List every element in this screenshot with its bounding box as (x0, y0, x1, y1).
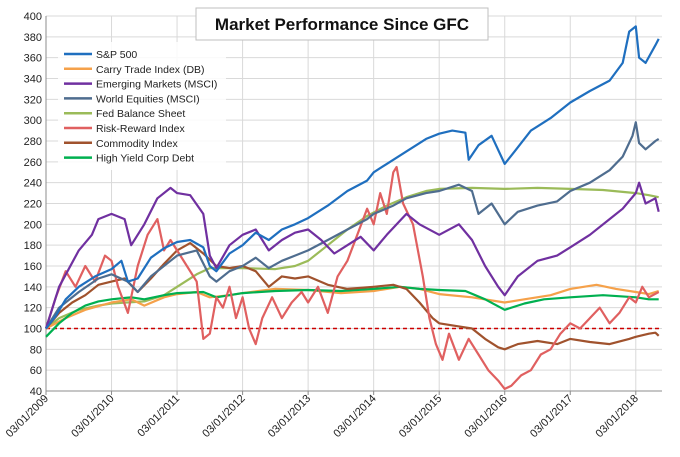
series-lines (44, 25, 660, 390)
legend-label: High Yield Corp Debt (96, 153, 194, 165)
y-tick-label: 80 (30, 344, 42, 356)
y-axis-ticks: 40 60 80 100 120 140 160 180 200 220 240 260 280 300 3… (24, 11, 42, 398)
series-line-fed-balance-sheet (45, 186, 659, 330)
legend: S&P 500 Carry Trade Index (DB) Emerging Ma… (58, 42, 226, 170)
y-tick-label: 380 (24, 32, 42, 44)
series-line-world-equities-msci (45, 121, 660, 330)
series-line-high-yield-corp-debt (45, 285, 659, 338)
y-tick-label: 220 (24, 199, 42, 211)
y-tick-label: 100 (24, 324, 42, 336)
legend-label: Emerging Markets (MSCI) (96, 79, 217, 91)
y-tick-label: 300 (24, 115, 42, 127)
y-tick-label: 160 (24, 261, 42, 273)
legend-label: Fed Balance Sheet (96, 108, 185, 120)
y-tick-label: 360 (24, 53, 42, 65)
legend-background (58, 42, 226, 170)
y-tick-label: 140 (24, 282, 42, 294)
title-box: Market Performance Since GFC (195, 7, 489, 41)
series-line-emerging-markets-msci (44, 181, 660, 329)
series-line-risk-reward-index (44, 165, 660, 390)
y-tick-label: 280 (24, 136, 42, 148)
y-tick-label: 180 (24, 240, 42, 252)
legend-label: Carry Trade Index (DB) (96, 64, 205, 76)
y-tick-label: 120 (24, 303, 42, 315)
y-tick-label: 240 (24, 178, 42, 190)
series-line-s-p-500 (45, 25, 660, 330)
legend-label: Risk-Reward Index (96, 123, 185, 135)
legend-label: Commodity Index (96, 138, 178, 150)
y-tick-label: 40 (30, 386, 42, 398)
y-tick-label: 60 (30, 365, 42, 377)
legend-label: World Equities (MSCI) (96, 93, 200, 105)
y-tick-label: 340 (24, 74, 42, 86)
y-tick-label: 260 (24, 157, 42, 169)
title-frame (195, 7, 489, 41)
series-line-carry-trade-index-db (45, 283, 660, 330)
y-tick-label: 320 (24, 94, 42, 106)
y-tick-label: 200 (24, 219, 42, 231)
legend-label: S&P 500 (96, 49, 137, 61)
y-tick-label: 400 (24, 11, 42, 23)
chart-title: Market Performance Since GFC (215, 15, 469, 34)
